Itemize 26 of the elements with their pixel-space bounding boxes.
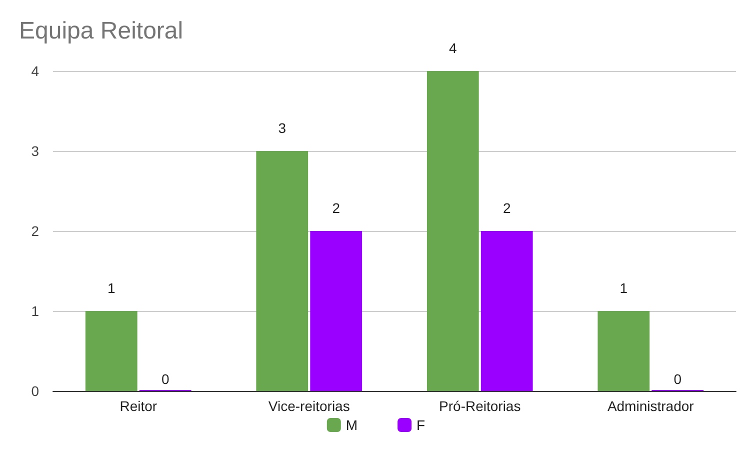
x-tick-label: Pró-Reitorias — [439, 398, 521, 414]
chart-title: Equipa Reitoral — [19, 18, 184, 44]
y-tick-label: 4 — [31, 63, 40, 79]
data-label: 4 — [448, 40, 457, 56]
bar — [480, 231, 533, 391]
bar — [598, 311, 650, 391]
data-label: 1 — [620, 280, 628, 296]
y-tick-label: 0 — [31, 383, 40, 399]
legend-label: M — [346, 417, 358, 433]
bar — [426, 71, 479, 391]
data-label: 2 — [502, 200, 511, 216]
y-tick-label: 1 — [31, 303, 40, 319]
data-label: 3 — [278, 120, 286, 136]
bar — [85, 311, 138, 391]
data-label: 0 — [674, 371, 682, 387]
y-tick-label: 2 — [31, 223, 40, 239]
data-label: 1 — [107, 280, 116, 296]
bar — [256, 151, 308, 391]
data-label: 2 — [332, 200, 340, 216]
x-tick-label: Reitor — [120, 398, 158, 414]
x-tick-label: Administrador — [607, 398, 694, 414]
data-label: 0 — [161, 371, 170, 387]
x-tick-label: Vice-reitorias — [268, 398, 350, 414]
y-tick-label: 3 — [31, 143, 40, 159]
bar — [310, 231, 362, 391]
legend-label: F — [416, 417, 426, 433]
